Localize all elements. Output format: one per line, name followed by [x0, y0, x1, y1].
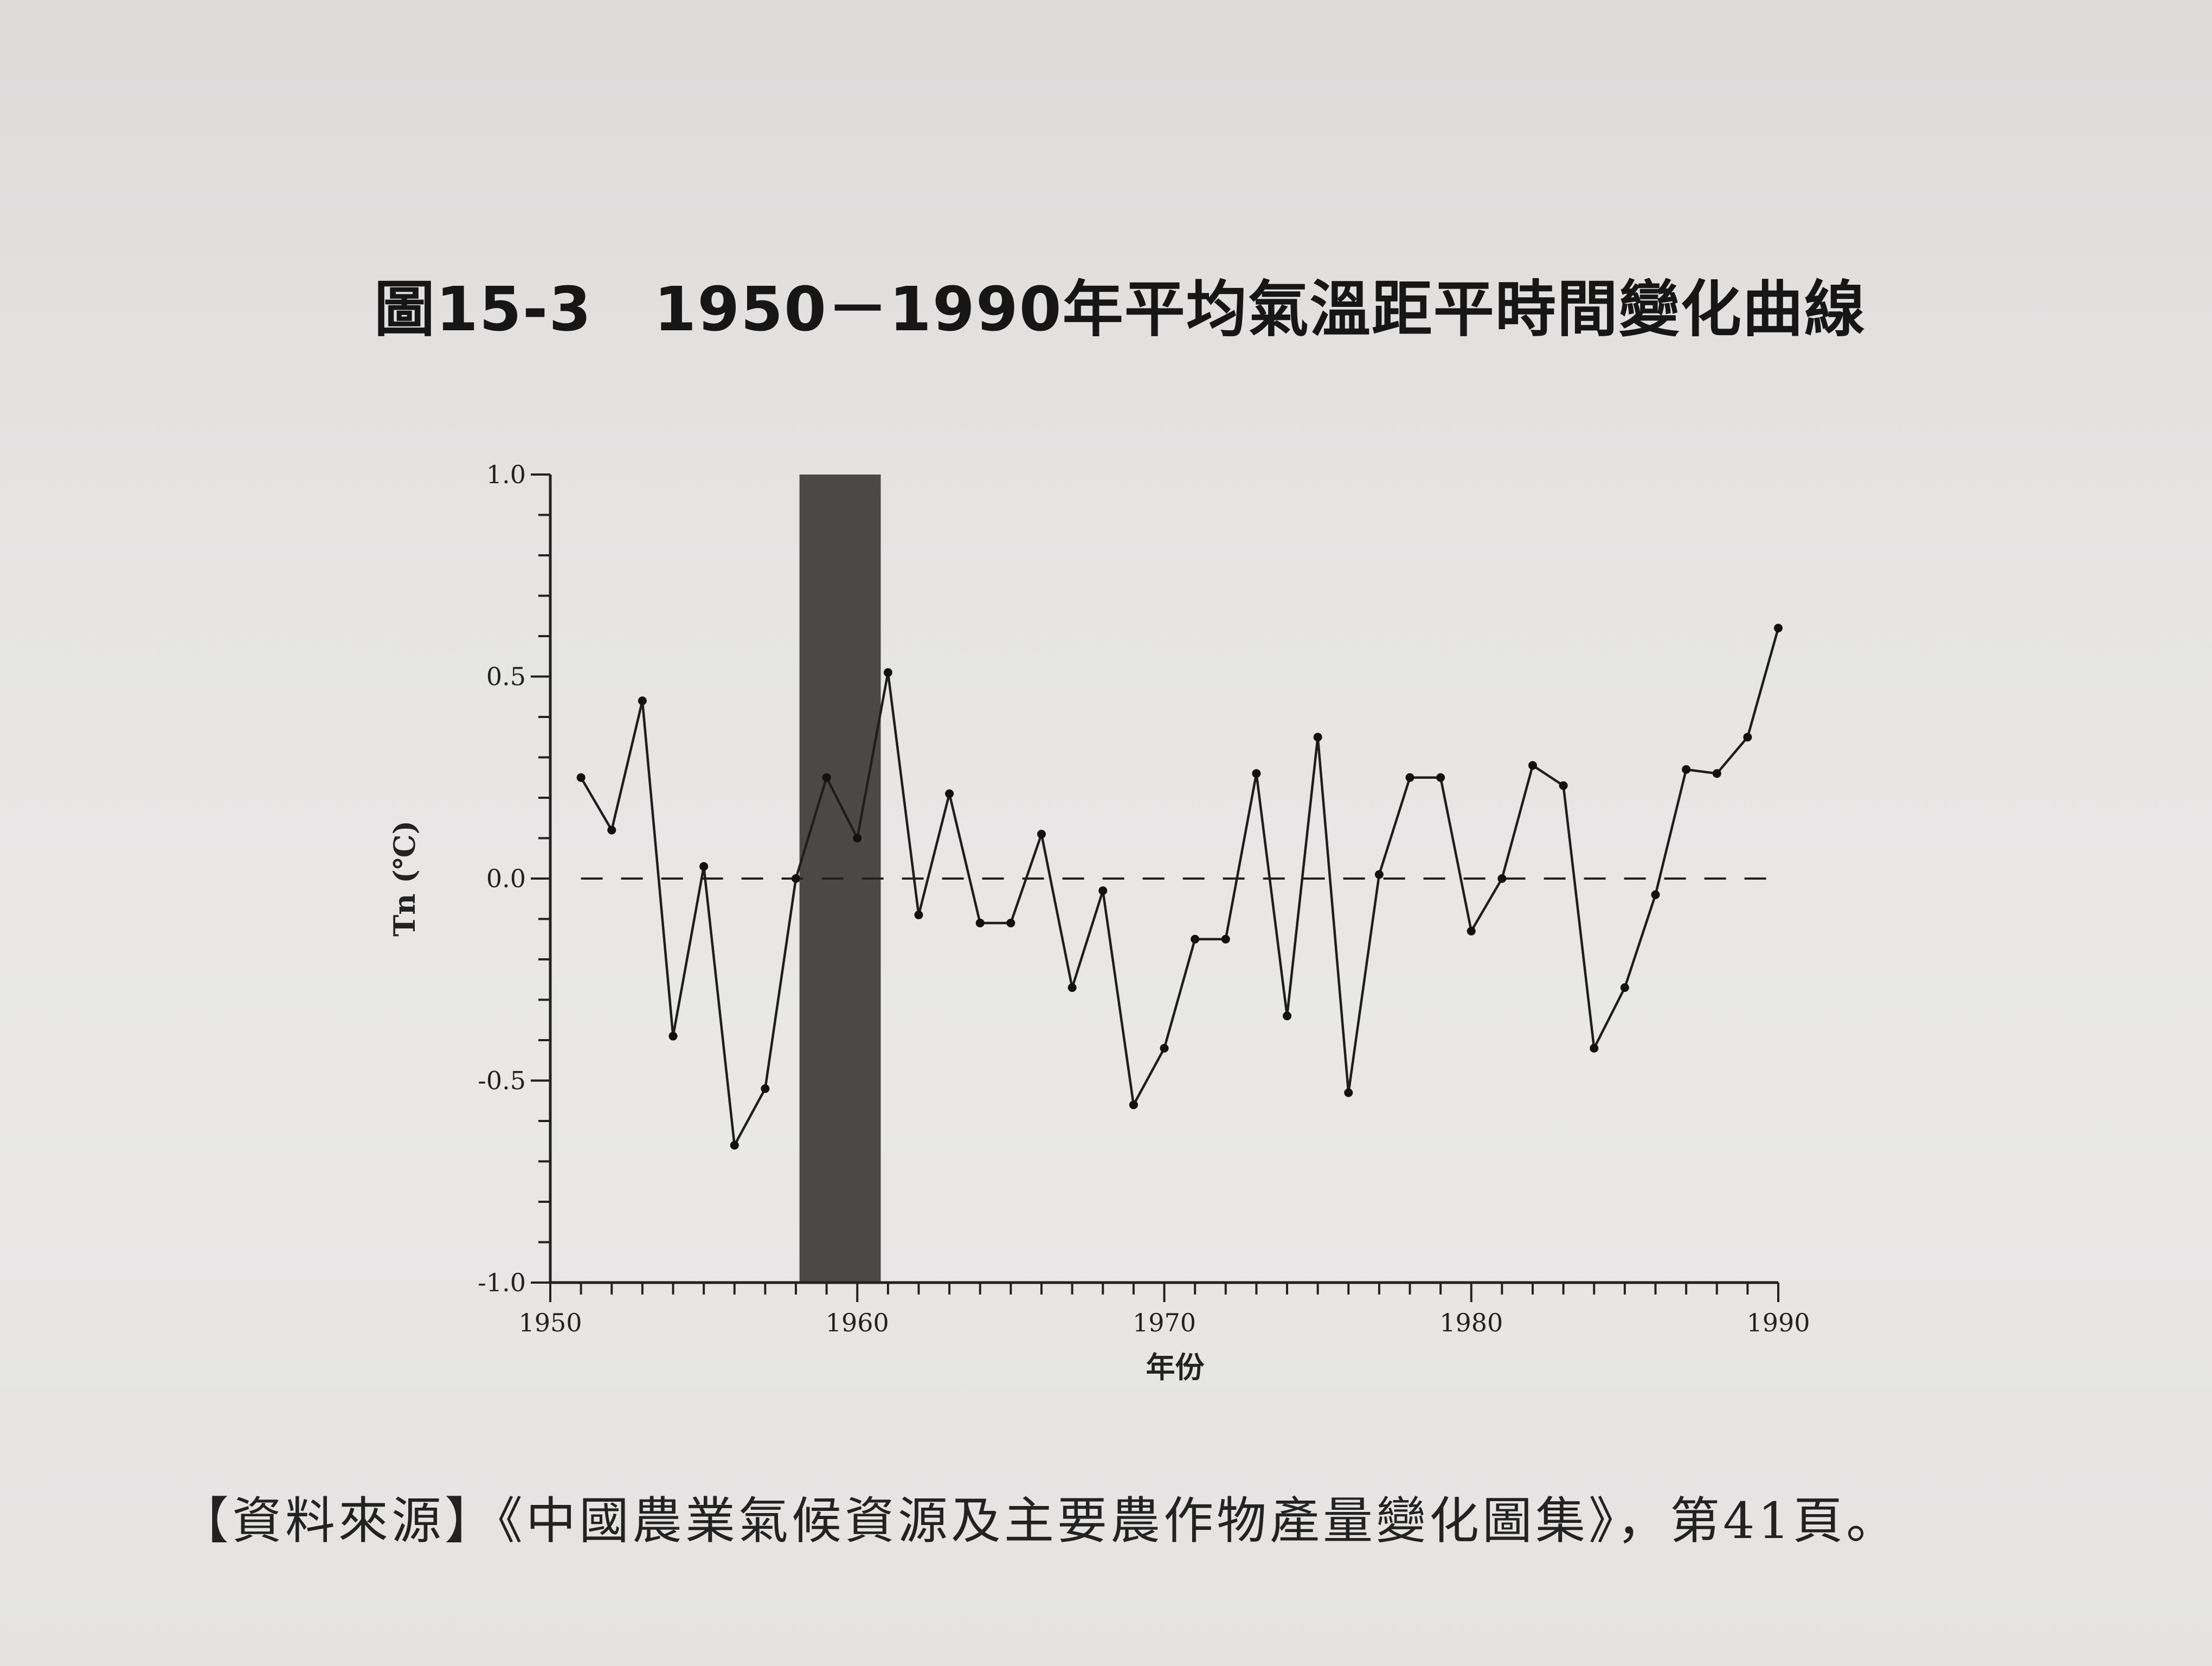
data-point: [792, 874, 800, 883]
data-point: [1467, 926, 1476, 935]
x-axis-title: 年份: [1146, 1350, 1205, 1385]
y-axis-title: Tn (℃): [387, 821, 422, 937]
x-tick-label: 1950: [518, 1308, 582, 1337]
data-point: [1252, 769, 1261, 778]
y-tick-label: -0.5: [478, 1066, 526, 1095]
data-point: [822, 773, 831, 782]
data-point: [1344, 1088, 1353, 1097]
data-point: [638, 696, 647, 706]
data-point: [1221, 934, 1230, 944]
data-point: [1590, 1043, 1599, 1053]
data-point: [699, 862, 709, 871]
data-point: [1743, 733, 1752, 742]
data-point: [668, 1031, 678, 1041]
y-tick-label: 0.0: [486, 864, 526, 893]
data-point: [1374, 870, 1384, 879]
data-point: [975, 918, 985, 927]
data-point: [1098, 886, 1108, 895]
data-point: [914, 911, 923, 920]
data-point: [1497, 874, 1507, 883]
data-point: [1682, 765, 1691, 774]
data-point: [1712, 769, 1721, 778]
data-point: [1313, 733, 1322, 742]
data-point: [1191, 934, 1200, 944]
source-citation: 【資料來源】《中國農業氣候資源及主要農作物產量變化圖集》，第41頁。: [179, 1492, 1900, 1550]
data-point: [945, 789, 954, 798]
y-tick-label: 0.5: [486, 662, 526, 691]
data-point: [1774, 624, 1783, 633]
data-point: [1283, 1011, 1291, 1021]
figure-title: 圖15-3 1950－1990年平均氣溫距平時間變化曲線: [374, 274, 1866, 345]
x-tick-label: 1980: [1439, 1308, 1503, 1337]
anomaly-series-line: [580, 627, 1780, 1146]
data-point: [1068, 983, 1077, 992]
x-tick-label: 1990: [1746, 1308, 1810, 1337]
data-point: [853, 834, 862, 843]
x-tick-label: 1960: [826, 1308, 889, 1337]
x-tick-label: 1970: [1133, 1308, 1196, 1337]
data-point: [1037, 830, 1046, 839]
y-tick-label: 1.0: [486, 460, 526, 489]
data-point: [761, 1084, 770, 1093]
y-tick-label: -1.0: [478, 1268, 526, 1297]
data-point: [1129, 1100, 1138, 1110]
data-point: [883, 668, 892, 677]
data-point: [1160, 1043, 1169, 1053]
data-point: [576, 773, 586, 782]
data-point: [1006, 918, 1015, 927]
data-point: [1620, 983, 1629, 992]
data-point: [1651, 890, 1660, 899]
data-point: [1436, 773, 1445, 782]
data-point: [730, 1140, 739, 1150]
data-point: [607, 825, 616, 835]
data-point: [1559, 781, 1568, 790]
data-point: [1405, 773, 1414, 782]
data-point: [1528, 761, 1537, 770]
